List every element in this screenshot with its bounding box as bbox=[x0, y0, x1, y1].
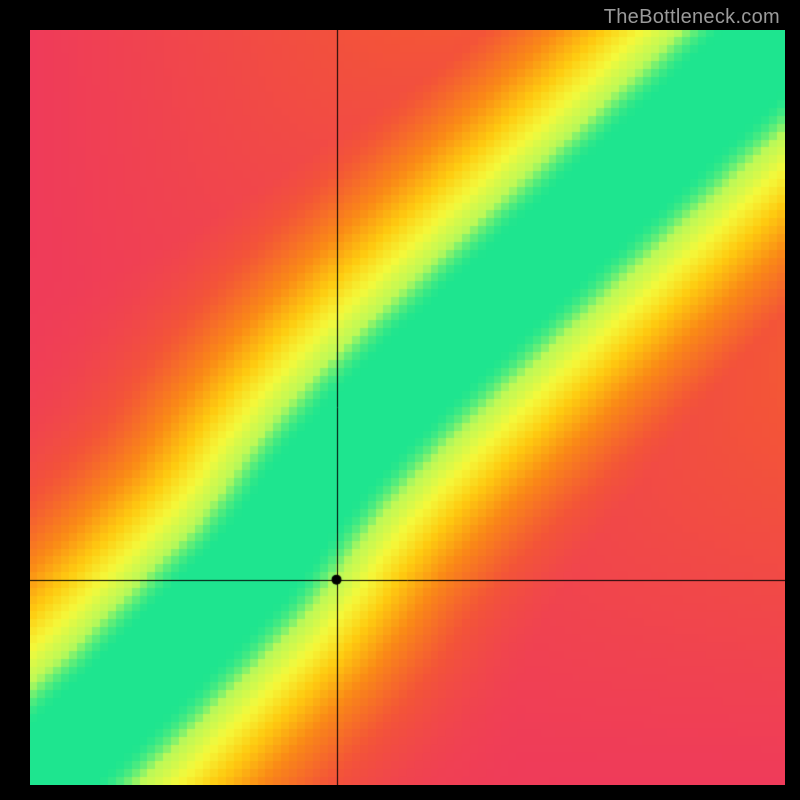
chart-container: TheBottleneck.com bbox=[0, 0, 800, 800]
watermark-label: TheBottleneck.com bbox=[604, 6, 780, 29]
bottleneck-heatmap[interactable] bbox=[30, 30, 785, 785]
